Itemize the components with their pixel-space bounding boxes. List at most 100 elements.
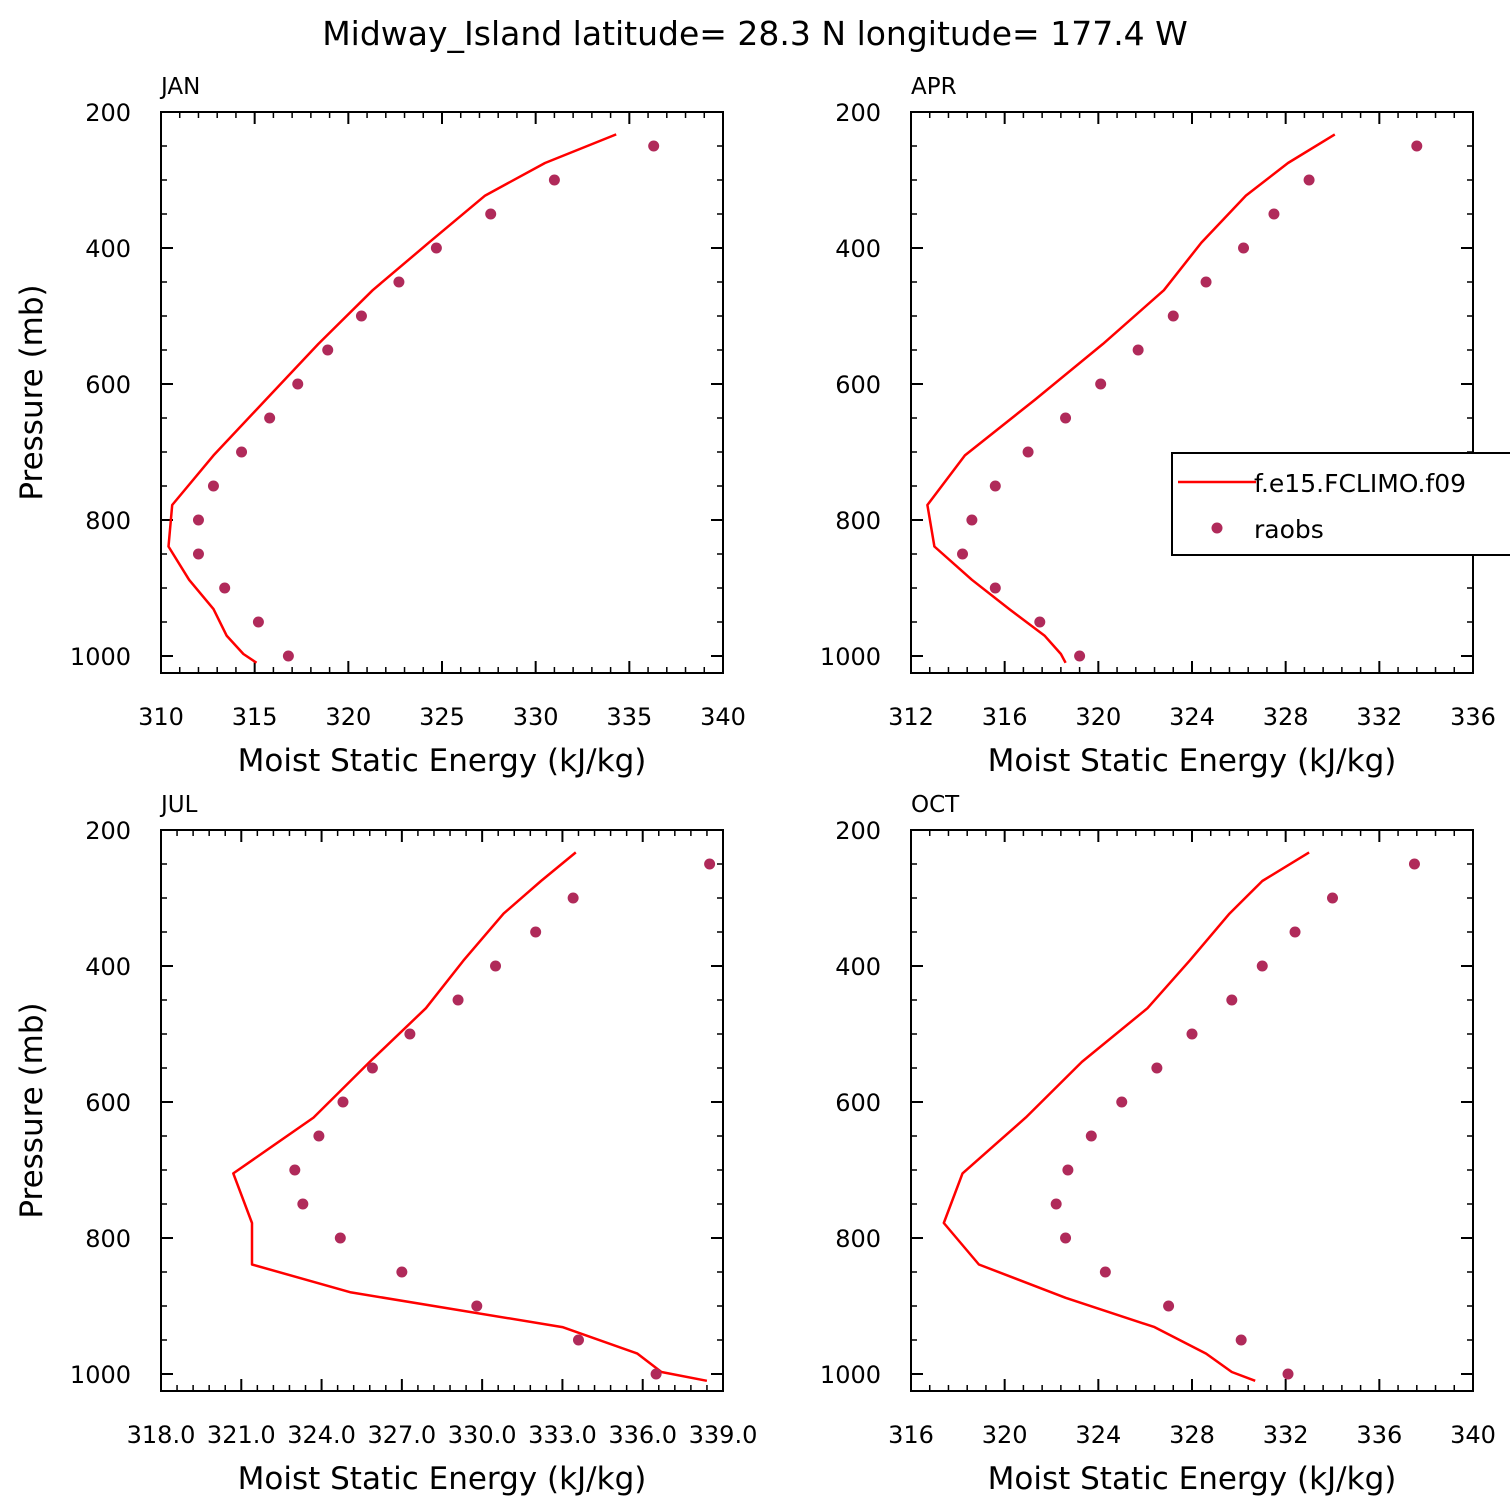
panel-jul: JUL 318.0 321.0 324.0 327.0 330.0 333.0 336.0 33… [14, 792, 757, 1497]
y-tick-label: 200 [835, 817, 881, 845]
x-tick-label: 335 [606, 703, 652, 731]
x-tick-label: 333.0 [528, 1421, 597, 1449]
raob-point [297, 1198, 309, 1210]
y-tick-label: 600 [85, 1089, 131, 1117]
x-tick-label: 315 [232, 703, 278, 731]
raob-point [1099, 1266, 1111, 1278]
legend: f.e15.FCLIMO.f09 raobs [1171, 452, 1510, 556]
raob-point [192, 514, 204, 526]
raob-point [430, 242, 442, 254]
x-axis-label: Moist Static Energy (kJ/kg) [988, 743, 1397, 779]
raob-point [989, 582, 1001, 594]
raob-point [1163, 1300, 1175, 1312]
x-tick-label: 336 [1450, 703, 1496, 731]
legend-obs-label: raobs [1254, 515, 1324, 544]
raob-point [1034, 616, 1046, 628]
y-tick-label: 800 [85, 507, 131, 535]
raob-point [1303, 174, 1315, 186]
y-tick-label: 1000 [820, 1361, 881, 1389]
panel-label: APR [911, 74, 957, 100]
x-tick-label: 316 [982, 703, 1028, 731]
model-profile-line [926, 133, 1336, 664]
y-tick-label: 200 [85, 99, 131, 127]
y-tick-label: 400 [835, 235, 881, 263]
legend-box [1171, 452, 1510, 556]
panel-jan: JAN 310 315 320 325 330 335 340 200 400 600 800 1000… [14, 74, 746, 779]
raob-point [1050, 1198, 1062, 1210]
raob-point [1226, 994, 1238, 1006]
panel-oct: OCT 316 320 324 328 332 336 340 200 400 600 800 1000… [820, 792, 1496, 1497]
x-axis-label: Moist Static Energy (kJ/kg) [238, 743, 647, 779]
x-tick-label: 320 [1075, 703, 1121, 731]
raob-point [207, 480, 219, 492]
x-tick-label: 340 [700, 703, 746, 731]
x-tick-label: 340 [1450, 1421, 1496, 1449]
y-tick-label: 200 [835, 99, 881, 127]
x-tick-label: 310 [138, 703, 184, 731]
x-axis-label: Moist Static Energy (kJ/kg) [238, 1461, 647, 1497]
x-tick-label: 339.0 [689, 1421, 758, 1449]
plot-frame [160, 829, 724, 1392]
raob-point [264, 412, 276, 424]
y-tick-label: 800 [85, 1225, 131, 1253]
raob-point [1411, 140, 1423, 152]
raob-point [219, 582, 231, 594]
raob-point [567, 892, 579, 904]
raob-point [393, 276, 405, 288]
plot-frame [910, 829, 1474, 1392]
x-tick-label: 324 [1075, 1421, 1121, 1449]
raob-point [313, 1130, 325, 1142]
x-tick-label: 321.0 [207, 1421, 276, 1449]
raob-point [1256, 960, 1268, 972]
x-tick-label: 316 [888, 1421, 934, 1449]
raob-point [1060, 1232, 1072, 1244]
raob-point [366, 1062, 378, 1074]
x-axis-label: Moist Static Energy (kJ/kg) [988, 1461, 1397, 1497]
raob-point [1022, 446, 1034, 458]
raob-point [650, 1368, 662, 1380]
x-tick-label: 325 [419, 703, 465, 731]
raob-point [1268, 208, 1280, 220]
data-area [926, 133, 1423, 664]
raob-point [1132, 344, 1144, 356]
raob-point [490, 960, 502, 972]
raob-point [957, 548, 969, 560]
y-tick-label: 600 [835, 1089, 881, 1117]
raob-point [1151, 1062, 1163, 1074]
raob-point [236, 446, 248, 458]
raob-point [334, 1232, 346, 1244]
y-axis-label: Pressure (mb) [14, 284, 50, 500]
data-area [942, 851, 1420, 1382]
y-tick-label: 1000 [70, 1361, 131, 1389]
panel-label: JUL [159, 792, 198, 818]
raob-point [1235, 1334, 1247, 1346]
y-tick-label: 200 [85, 817, 131, 845]
panels-group: JAN 310 315 320 325 330 335 340 200 400 600 800 1000… [14, 74, 1510, 1497]
raob-point [1408, 858, 1420, 870]
panel-label: OCT [911, 792, 960, 818]
x-tick-label: 318.0 [127, 1421, 196, 1449]
raob-point [322, 344, 334, 356]
raob-point [989, 480, 1001, 492]
raob-point [292, 378, 304, 390]
panel-apr: APR 312 316 320 324 328 332 336 200 400 600 800 1000… [820, 74, 1510, 779]
raob-point [1327, 892, 1338, 904]
raob-point [404, 1028, 416, 1040]
raob-point [396, 1266, 408, 1278]
raob-point [1167, 310, 1179, 322]
y-tick-label: 400 [835, 953, 881, 981]
raob-point [966, 514, 978, 526]
raob-point [1074, 650, 1086, 662]
raob-point [704, 858, 716, 870]
y-tick-label: 1000 [70, 643, 131, 671]
x-tick-label: 336 [1356, 1421, 1402, 1449]
raob-point [1186, 1028, 1198, 1040]
x-tick-label: 328 [1263, 703, 1309, 731]
x-tick-label: 320 [982, 1421, 1028, 1449]
raob-point [1095, 378, 1107, 390]
y-tick-label: 400 [85, 235, 131, 263]
raob-point [471, 1300, 483, 1312]
plot-frame [160, 111, 724, 674]
raob-point [1200, 276, 1212, 288]
raob-point [548, 174, 560, 186]
